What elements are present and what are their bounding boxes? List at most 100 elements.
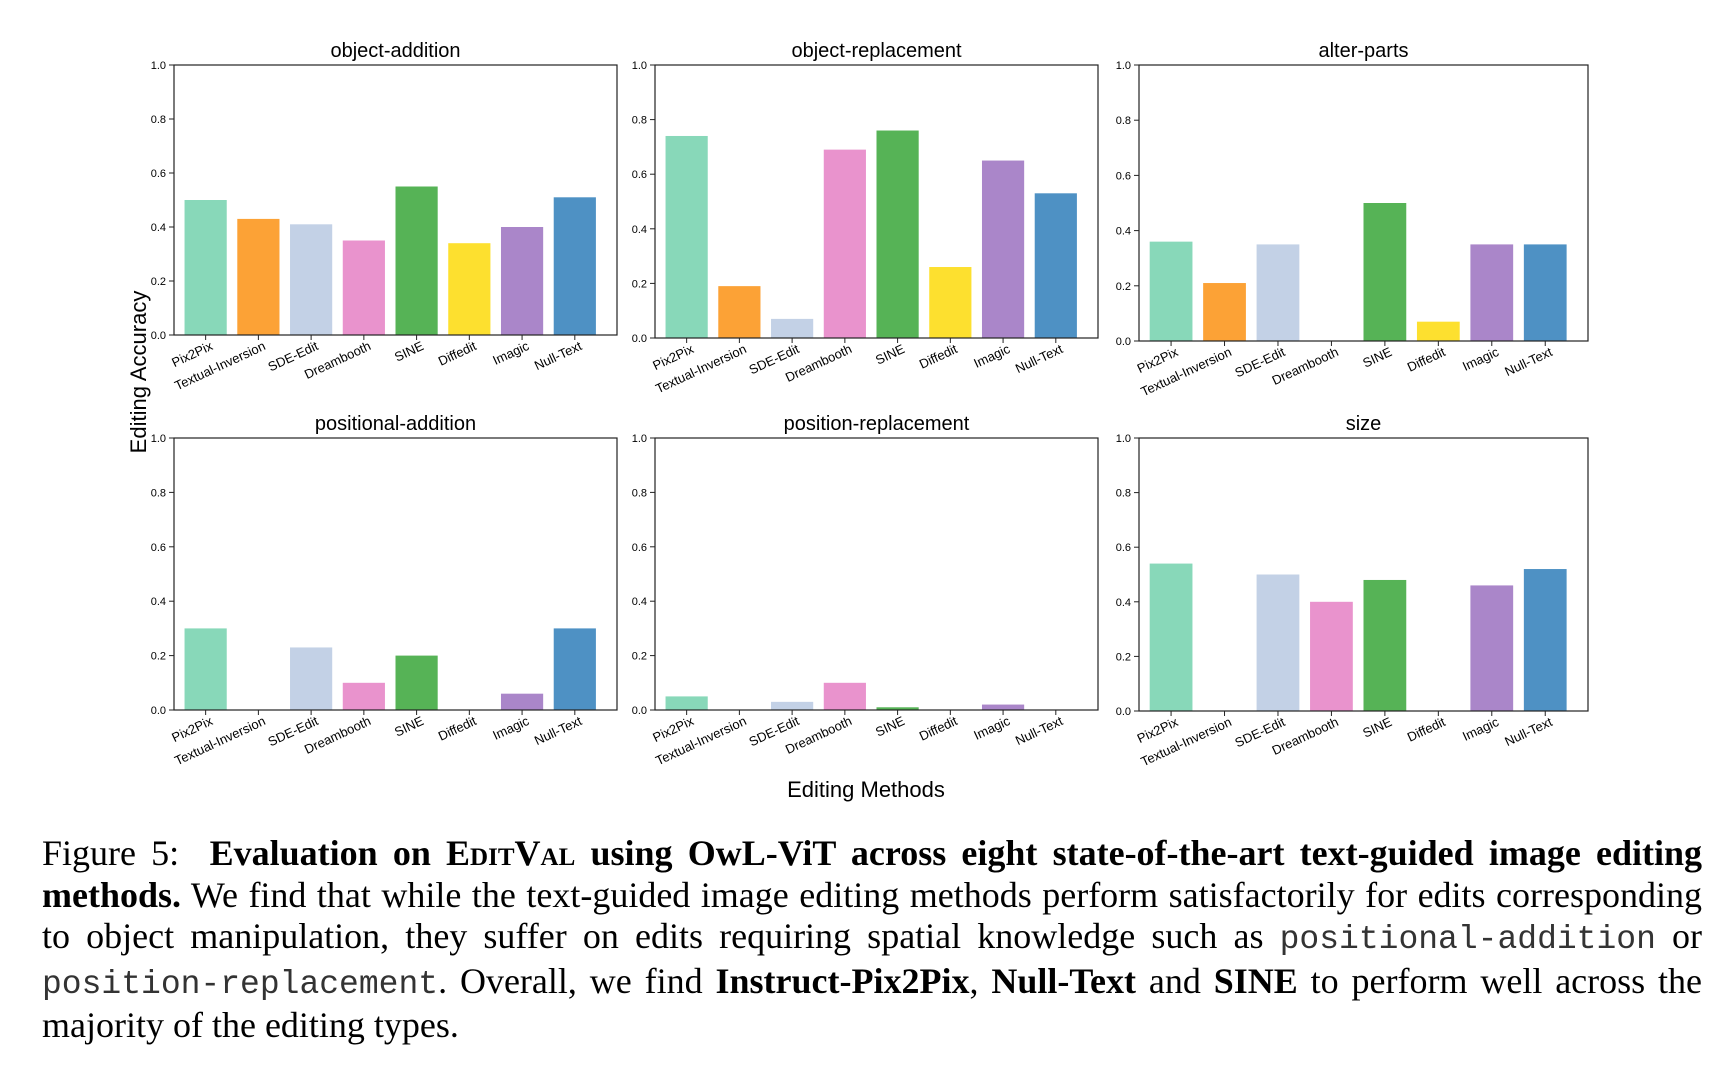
plot-frame xyxy=(1138,437,1589,712)
bar-SDE-Edit xyxy=(771,318,814,338)
x-tick-label: Textual-Inversion xyxy=(653,713,748,768)
x-tick-label: Null-Text xyxy=(1013,341,1066,376)
caption-bold-3: Instruct-Pix2Pix xyxy=(715,960,970,1001)
y-tick-label: 0.4 xyxy=(1116,226,1131,238)
y-tick-label: 0.0 xyxy=(1116,336,1131,348)
bar-Imagic xyxy=(1470,244,1514,341)
caption-text-6: to perform well across the majority of t… xyxy=(42,960,1703,1046)
caption-text-1: We find that while the text-guided image… xyxy=(42,874,1702,957)
x-tick-label: Null-Text xyxy=(532,713,585,748)
bar-Null-Text xyxy=(553,628,596,710)
bar-SINE xyxy=(1363,203,1407,341)
x-tick-label: Diffedit xyxy=(436,338,479,369)
x-tick-label: Imagic xyxy=(1460,344,1501,374)
x-tick-label: Imagic xyxy=(490,713,531,743)
x-tick-label: Diffedit xyxy=(436,713,479,744)
bar-Pix2Pix xyxy=(665,696,708,710)
chart-panel-object-replacement: object-replacement0.00.20.40.60.81.0Pix2… xyxy=(632,40,1099,396)
figure-grid: Editing Accuracy Editing Methods object-… xyxy=(126,40,1589,802)
y-tick-label: 0.6 xyxy=(632,169,647,181)
bar-Textual-Inversion xyxy=(1203,283,1246,341)
y-tick-label: 0.4 xyxy=(632,596,647,608)
bar-Pix2Pix xyxy=(665,135,708,338)
caption-text-5: and xyxy=(1148,960,1201,1001)
caption-editval: EditVal xyxy=(446,833,576,873)
chart-title: object-replacement xyxy=(791,40,962,62)
x-tick-label: Null-Text xyxy=(1013,713,1066,748)
y-tick-label: 0.6 xyxy=(151,542,166,554)
y-tick-label: 0.4 xyxy=(151,222,166,234)
caption-bold-1: Evaluation on xyxy=(209,833,431,873)
y-tick-label: 0.6 xyxy=(1116,542,1131,554)
y-tick-label: 0.8 xyxy=(632,115,647,127)
caption-mono-1: positional-addition xyxy=(1279,921,1656,958)
bar-Dreambooth xyxy=(342,682,385,710)
y-tick-label: 0.8 xyxy=(151,487,166,499)
bar-SDE-Edit xyxy=(290,647,333,710)
chart-title: size xyxy=(1346,413,1382,435)
bar-Imagic xyxy=(981,704,1025,710)
x-tick-label: Imagic xyxy=(1460,714,1501,744)
bar-SINE xyxy=(395,186,438,335)
y-tick-label: 0.0 xyxy=(1116,706,1131,718)
plot-frame xyxy=(654,64,1099,339)
x-tick-label: SINE xyxy=(873,341,907,368)
x-tick-label: Imagic xyxy=(971,713,1012,743)
chart-panel-size: size0.00.20.40.60.81.0Pix2PixTextual-Inv… xyxy=(1116,413,1589,769)
bar-Diffedit xyxy=(448,243,491,335)
x-tick-label: Diffedit xyxy=(1405,714,1448,745)
caption-text-2: or xyxy=(1672,916,1703,956)
y-tick-label: 0.0 xyxy=(632,705,647,717)
bar-Imagic xyxy=(981,160,1025,338)
x-tick-label: Null-Text xyxy=(1502,714,1555,749)
caption-text-3: . Overall, we find xyxy=(438,960,703,1001)
x-tick-label: Textual-Inversion xyxy=(172,713,267,768)
plot-frame xyxy=(173,437,618,711)
caption-text-4: , xyxy=(969,960,979,1001)
y-tick-label: 1.0 xyxy=(1116,433,1131,445)
bar-Dreambooth xyxy=(342,240,385,335)
y-tick-label: 1.0 xyxy=(1116,60,1131,72)
chart-panel-alter-parts: alter-parts0.00.20.40.60.81.0Pix2PixText… xyxy=(1116,40,1589,399)
bar-Dreambooth xyxy=(1310,601,1353,711)
bar-Null-Text xyxy=(1034,193,1077,338)
x-tick-label: SINE xyxy=(392,713,426,740)
chart-title: alter-parts xyxy=(1318,40,1408,62)
chart-panel-position-replacement: position-replacement0.00.20.40.60.81.0Pi… xyxy=(632,413,1099,768)
chart-panel-positional-addition: positional-addition0.00.20.40.60.81.0Pix… xyxy=(151,413,618,768)
bar-Textual-Inversion xyxy=(718,286,761,338)
bar-Dreambooth xyxy=(823,149,866,338)
bar-Textual-Inversion xyxy=(237,218,280,335)
figure-caption: Figure 5: Evaluation on EditVal using Ow… xyxy=(42,833,1702,1047)
bar-SDE-Edit xyxy=(1256,574,1300,711)
y-tick-label: 0.6 xyxy=(1116,170,1131,182)
y-tick-label: 0.8 xyxy=(1116,488,1131,500)
x-tick-label: SINE xyxy=(392,338,426,365)
x-tick-label: SINE xyxy=(1360,344,1394,371)
y-tick-label: 0.8 xyxy=(1116,115,1131,127)
chart-title: position-replacement xyxy=(784,413,970,435)
y-tick-label: 0.2 xyxy=(1116,281,1131,293)
bar-Imagic xyxy=(500,693,544,710)
bar-SINE xyxy=(876,130,919,338)
y-tick-label: 0.2 xyxy=(632,651,647,663)
x-tick-label: Null-Text xyxy=(1502,344,1555,379)
caption-mono-2: position-replacement xyxy=(42,965,439,1003)
bar-Null-Text xyxy=(553,197,596,335)
x-tick-label: Textual-Inversion xyxy=(1138,344,1233,399)
y-tick-label: 0.2 xyxy=(632,278,647,290)
bar-SINE xyxy=(1363,579,1407,711)
bar-SDE-Edit xyxy=(290,224,333,335)
x-tick-label: Imagic xyxy=(490,338,531,368)
y-tick-label: 0.4 xyxy=(632,224,647,236)
bar-SINE xyxy=(876,707,919,710)
bar-Imagic xyxy=(1470,585,1514,711)
y-tick-label: 0.2 xyxy=(151,276,166,288)
caption-bold-5: SINE xyxy=(1213,960,1298,1001)
caption-bold-4: Null-Text xyxy=(991,960,1137,1001)
bar-Imagic xyxy=(500,227,544,335)
x-tick-label: SINE xyxy=(873,713,907,740)
bar-SINE xyxy=(395,655,438,710)
x-tick-label: Textual-Inversion xyxy=(1138,714,1233,769)
chart-title: positional-addition xyxy=(315,413,476,435)
